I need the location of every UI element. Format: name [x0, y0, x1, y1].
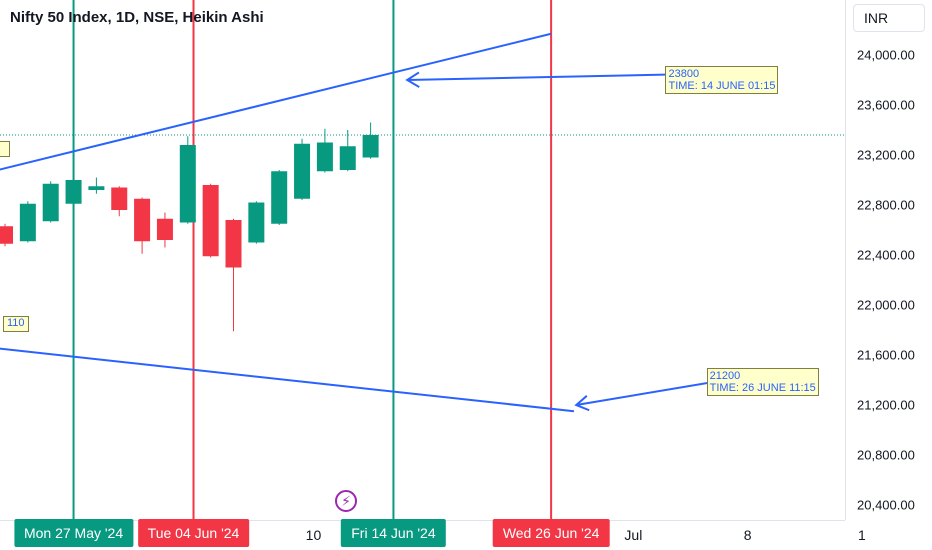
trendline	[0, 32, 552, 171]
x-tick-label: 10	[305, 527, 322, 543]
trendline	[0, 347, 575, 413]
y-tick-label: 21,200.00	[857, 397, 915, 413]
price-note[interactable]: 21200 TIME: 26 JUNE 11:15	[706, 368, 819, 397]
candle-body	[248, 202, 265, 243]
price-note-line: TIME: 26 JUNE 11:15	[709, 382, 816, 395]
candle-body	[65, 180, 82, 204]
y-tick-label: 23,600.00	[857, 97, 915, 113]
y-tick-label: 23,200.00	[857, 147, 915, 163]
candle-body	[134, 198, 151, 242]
lightning-icon[interactable]: ⚡	[335, 490, 357, 512]
y-tick-label: 22,400.00	[857, 247, 915, 263]
y-tick-label: 21,600.00	[857, 347, 915, 363]
candle-body	[111, 187, 128, 210]
vertical-line-date-label: Mon 27 May '24	[13, 519, 134, 547]
candle-body	[0, 226, 13, 244]
y-tick-label: 22,000.00	[857, 297, 915, 313]
vertical-line-date-label: Tue 04 Jun '24	[137, 519, 250, 547]
vertical-line-date-label: Fri 14 Jun '24	[341, 519, 446, 547]
candle-body	[88, 186, 105, 190]
candle-body	[179, 145, 196, 223]
candle-body	[42, 183, 59, 222]
candle-body	[225, 220, 242, 268]
x-tick-label: Jul	[624, 527, 643, 543]
candle-body	[19, 203, 36, 242]
candle-body	[156, 218, 173, 240]
x-tick-label: 8	[743, 527, 752, 543]
arrow-head	[574, 395, 590, 412]
arrow-head	[405, 71, 420, 88]
chart-title: Nifty 50 Index, 1D, NSE, Heikin Ashi	[10, 9, 264, 26]
price-note-line: 23800	[668, 67, 700, 80]
candle-body	[294, 143, 311, 199]
candle-body	[271, 171, 288, 224]
vertical-line-date-label: Wed 26 Jun '24	[492, 519, 610, 547]
y-tick-label: 22,800.00	[857, 197, 915, 213]
currency-button[interactable]: INR	[853, 4, 925, 32]
price-scale[interactable]	[845, 0, 932, 520]
edge-price-tag: 110	[3, 315, 29, 332]
edge-price-tag	[0, 140, 10, 157]
price-note-line: TIME: 14 JUNE 01:15	[668, 79, 776, 92]
price-note[interactable]: 23800 TIME: 14 JUNE 01:15	[665, 65, 779, 94]
x-tick-label: 1	[857, 527, 866, 543]
y-tick-label: 20,800.00	[857, 447, 915, 463]
candle-body	[339, 146, 356, 170]
candle-body	[316, 142, 333, 172]
y-tick-label: 24,000.00	[857, 47, 915, 63]
candle-body	[202, 185, 219, 257]
y-tick-label: 20,400.00	[857, 497, 915, 513]
candle-body	[362, 135, 379, 158]
annotation-arrow	[407, 72, 707, 81]
price-note-line: 21200	[709, 370, 741, 383]
